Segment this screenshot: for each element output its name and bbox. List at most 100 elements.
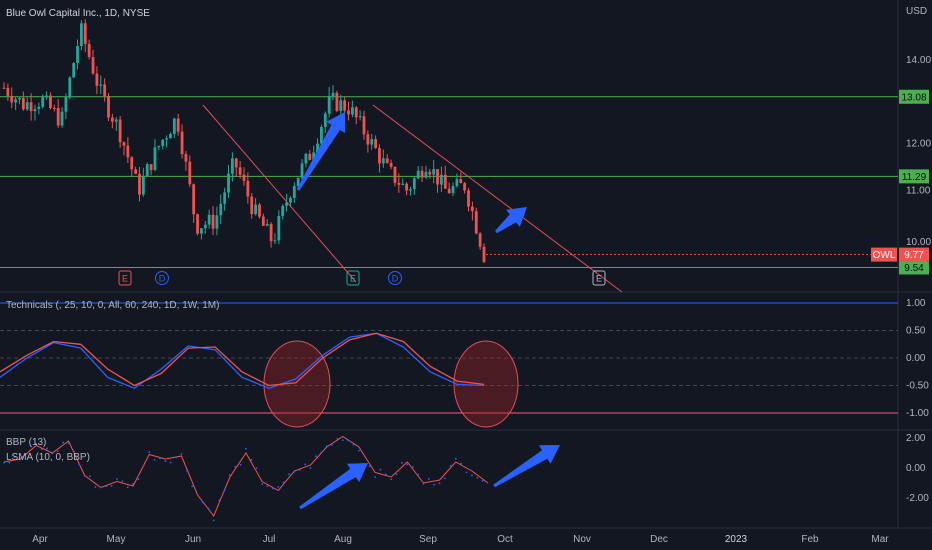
- candle-body: [416, 170, 420, 179]
- event-marker-label: E: [596, 274, 602, 284]
- candle-body: [25, 102, 29, 110]
- x-axis-label: Oct: [497, 534, 513, 545]
- candle-body: [134, 169, 138, 174]
- candle-body: [265, 224, 269, 226]
- candle-body: [95, 73, 99, 86]
- candle-body: [230, 158, 234, 174]
- x-axis-label: 2023: [725, 534, 748, 545]
- candle-body: [447, 188, 451, 194]
- x-axis-label: Jul: [263, 534, 276, 545]
- technicals-line: [0, 332, 485, 387]
- bbp-point: [315, 455, 317, 458]
- candle-body: [126, 145, 130, 158]
- candle-body: [474, 211, 478, 234]
- candle-body: [277, 215, 281, 241]
- candle-body: [323, 113, 327, 127]
- candle-body: [215, 215, 219, 229]
- candle-body: [60, 111, 64, 126]
- candle-body: [29, 102, 33, 112]
- candle-body: [234, 158, 238, 168]
- candle-body: [169, 133, 172, 139]
- candle-body: [45, 95, 48, 98]
- price-level-tag: [899, 169, 929, 184]
- bbp-series: [3, 435, 489, 522]
- candle-body: [389, 162, 393, 167]
- candle-body: [18, 98, 21, 100]
- technicals-tick-label: 1.00: [906, 298, 926, 309]
- bbp-point: [83, 474, 86, 477]
- technicals-series: [0, 332, 519, 428]
- annotation-arrows: [296, 112, 560, 510]
- technicals-tick-label: 0.50: [906, 326, 926, 337]
- bbp-point: [126, 486, 129, 489]
- technicals-tick-label: -0.50: [906, 381, 929, 392]
- bbp-point: [185, 469, 188, 472]
- bbp-point: [62, 441, 65, 444]
- candle-body: [180, 131, 184, 155]
- candle-body: [14, 99, 18, 103]
- candle-body: [188, 161, 192, 185]
- bbp-point: [56, 450, 59, 453]
- bbp-point: [3, 461, 5, 464]
- candle-body: [250, 196, 254, 215]
- bbp-point: [234, 465, 237, 468]
- candle-body: [312, 152, 316, 161]
- candle-body: [455, 179, 459, 187]
- candle-body: [37, 106, 41, 109]
- candle-body: [130, 157, 134, 170]
- candle-body: [285, 202, 288, 206]
- candle-body: [99, 84, 103, 86]
- bbp-point: [255, 467, 258, 470]
- candle-body: [401, 183, 405, 185]
- candle-body: [281, 205, 285, 216]
- bbp-point: [46, 447, 48, 450]
- candle-body: [254, 204, 258, 215]
- candle-body: [196, 214, 199, 234]
- candle-body: [478, 233, 482, 247]
- candle-body: [300, 163, 304, 178]
- candle-body: [316, 143, 319, 153]
- bbp-point: [8, 461, 11, 464]
- candle-body: [161, 139, 165, 146]
- candle-body: [397, 182, 401, 185]
- highlight-ellipse: [453, 340, 519, 428]
- bbp-point: [358, 449, 360, 452]
- candle-body: [21, 98, 25, 110]
- bbp-point: [19, 458, 22, 461]
- candle-body: [192, 184, 196, 215]
- candlestick-series: [2, 19, 486, 263]
- candle-body: [211, 214, 215, 229]
- candle-body: [87, 43, 91, 57]
- bbp-title: BBP (13): [6, 437, 47, 448]
- bbp-point: [40, 448, 43, 451]
- event-marker-label: D: [159, 274, 166, 284]
- candle-body: [451, 186, 455, 194]
- technicals-line: [0, 332, 485, 390]
- trendline: [202, 104, 357, 283]
- bbp-point: [438, 482, 441, 485]
- bbp-point: [121, 480, 124, 483]
- candle-body: [320, 126, 323, 144]
- candle-body: [436, 169, 439, 185]
- price-tick-label: 10.00: [906, 237, 931, 248]
- candle-body: [269, 224, 273, 242]
- price-level-tag: [899, 89, 929, 104]
- candle-body: [378, 148, 381, 164]
- candle-body: [138, 173, 141, 195]
- bbp-point: [261, 483, 264, 485]
- bbp-point: [105, 485, 108, 488]
- candle-body: [33, 108, 37, 112]
- last-price-label: 9.77: [904, 250, 924, 261]
- horizontal-levels: 13.08 11.29 9.54 9.77 OWL: [0, 89, 929, 275]
- candle-body: [393, 166, 397, 183]
- bbp-point: [169, 461, 172, 464]
- bbp-point: [347, 439, 350, 442]
- candle-body: [242, 174, 246, 181]
- bbp-point: [293, 470, 296, 473]
- x-axis-label: Mar: [871, 534, 889, 545]
- candle-body: [273, 240, 277, 242]
- bbp-point: [142, 464, 145, 467]
- candle-body: [141, 176, 145, 195]
